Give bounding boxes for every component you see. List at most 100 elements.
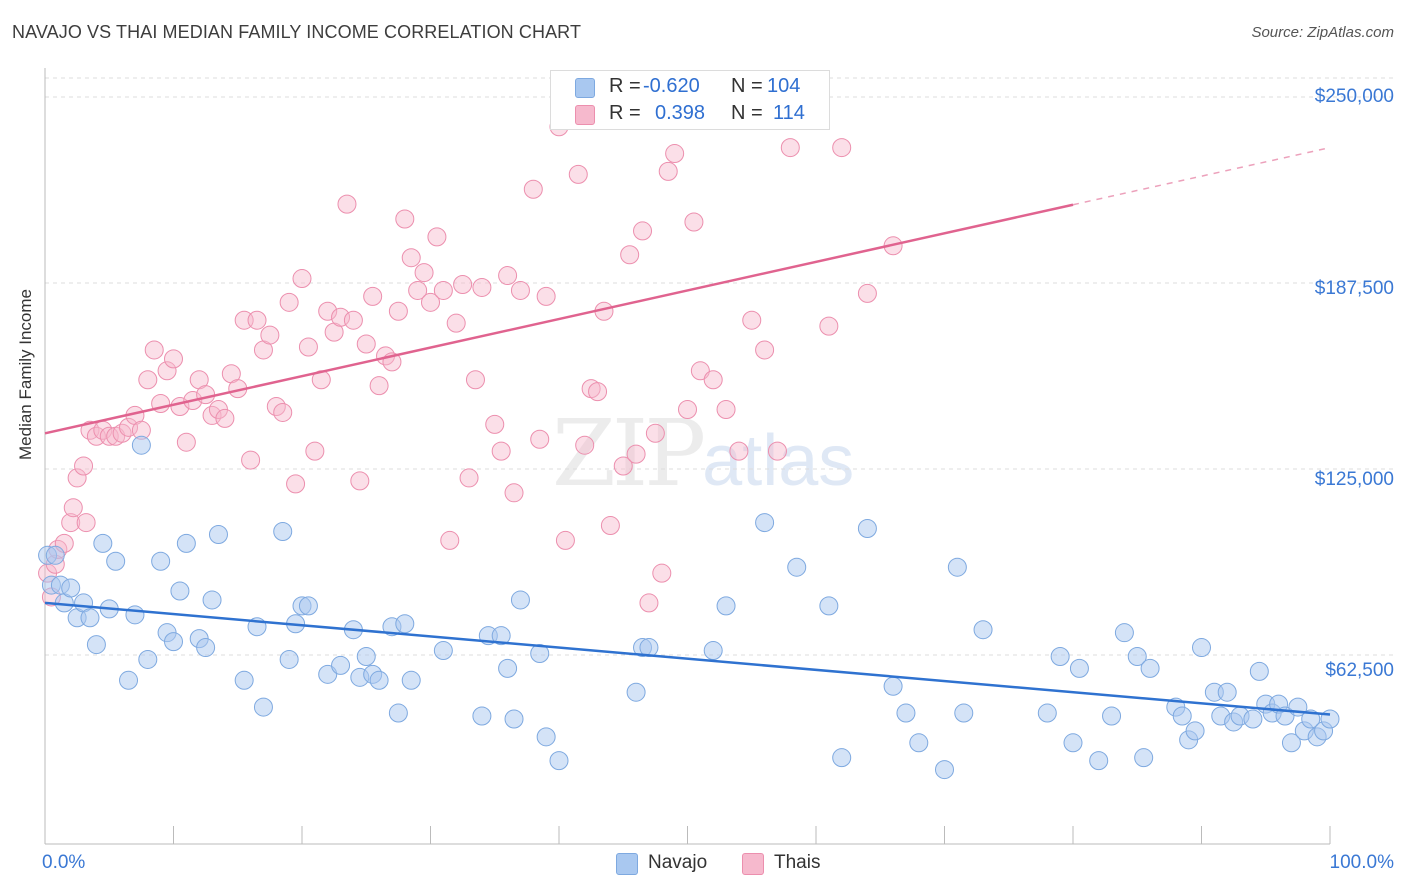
navajo-n-label: N = xyxy=(731,75,763,97)
thai-point-88 xyxy=(600,516,620,536)
navajo-point-35 xyxy=(331,655,351,675)
thai-point-19 xyxy=(138,370,158,390)
x-tick-min: 0.0% xyxy=(42,852,86,873)
thai-point-41 xyxy=(279,292,299,312)
thai-point-63 xyxy=(421,292,440,312)
thai-legend-swatch xyxy=(742,853,764,875)
navajo-point-77 xyxy=(1102,706,1122,726)
thai-point-105 xyxy=(755,340,775,360)
thai-point-43 xyxy=(292,269,312,289)
navajo-point-98 xyxy=(1281,733,1301,753)
navajo-point-89 xyxy=(1217,682,1237,702)
thai-point-58 xyxy=(388,301,408,321)
navajo-point-16 xyxy=(138,649,158,669)
thai-point-108 xyxy=(819,316,839,336)
navajo-point-93 xyxy=(1249,661,1269,681)
navajo-point-61 xyxy=(787,557,807,577)
navajo-point-72 xyxy=(1037,703,1057,723)
thai-point-75 xyxy=(504,483,524,503)
thai-point-109 xyxy=(832,138,852,158)
thai-swatch xyxy=(575,105,595,125)
y-axis-label: Median Family Income xyxy=(16,288,35,460)
thai-point-16 xyxy=(119,417,139,437)
thai-r-value: 0.398 xyxy=(655,102,706,124)
navajo-point-21 xyxy=(176,533,196,553)
thai-point-83 xyxy=(568,164,588,184)
thai-point-40 xyxy=(273,402,293,422)
navajo-point-15 xyxy=(131,435,151,455)
navajo-point-8 xyxy=(80,608,100,628)
y-tick-250000: $250,000 xyxy=(1314,86,1394,107)
navajo-point-64 xyxy=(857,519,877,539)
thai-point-104 xyxy=(742,310,762,330)
navajo-r-value: -0.620 xyxy=(643,75,700,97)
thai-point-69 xyxy=(459,468,479,488)
navajo-point-59 xyxy=(716,596,736,616)
watermark-zip: ZIP xyxy=(552,400,706,507)
thai-point-90 xyxy=(620,245,640,265)
navajo-point-2 xyxy=(45,545,65,565)
navajo-point-20 xyxy=(170,581,190,601)
thai-point-98 xyxy=(678,399,697,419)
thai-n-value: 114 xyxy=(773,102,805,124)
navajo-point-67 xyxy=(909,733,929,753)
navajo-point-28 xyxy=(253,697,273,717)
navajo-point-44 xyxy=(401,670,421,690)
navajo-point-85 xyxy=(1185,721,1205,741)
thai-point-59 xyxy=(395,209,415,229)
thai-point-74 xyxy=(498,266,518,286)
thai-point-81 xyxy=(555,530,575,550)
thai-point-50 xyxy=(337,194,357,214)
thai-point-6 xyxy=(63,498,83,518)
navajo-point-69 xyxy=(947,557,967,577)
navajo-point-55 xyxy=(626,682,646,702)
navajo-point-63 xyxy=(832,748,852,768)
navajo-point-17 xyxy=(151,551,171,571)
navajo-point-12 xyxy=(106,551,126,571)
navajo-point-80 xyxy=(1134,748,1154,768)
thai-point-103 xyxy=(729,441,749,461)
thai-point-84 xyxy=(575,435,595,455)
thai-point-31 xyxy=(215,408,235,428)
thai-point-93 xyxy=(639,593,659,613)
thai-point-86 xyxy=(588,382,608,402)
navajo-point-83 xyxy=(1172,706,1192,726)
thai-point-89 xyxy=(613,456,633,476)
navajo-point-51 xyxy=(510,590,530,610)
navajo-point-30 xyxy=(279,649,299,669)
chart-title: NAVAJO VS THAI MEDIAN FAMILY INCOME CORR… xyxy=(12,22,582,42)
navajo-point-29 xyxy=(273,521,293,541)
thai-point-38 xyxy=(260,325,280,345)
navajo-point-19 xyxy=(164,632,183,652)
thai-point-70 xyxy=(465,370,485,390)
thai-point-71 xyxy=(472,277,492,297)
navajo-point-76 xyxy=(1089,751,1109,771)
navajo-point-46 xyxy=(472,706,492,726)
thai-r-label: R = xyxy=(609,102,641,124)
navajo-point-10 xyxy=(93,533,113,553)
thai-point-42 xyxy=(286,474,306,494)
navajo-point-13 xyxy=(119,670,139,690)
thai-point-99 xyxy=(684,212,704,232)
thai-point-92 xyxy=(633,221,653,241)
thai-point-22 xyxy=(157,361,177,381)
navajo-point-65 xyxy=(883,676,903,696)
navajo-n-value: 104 xyxy=(767,75,801,97)
navajo-point-73 xyxy=(1050,646,1070,666)
thai-point-96 xyxy=(658,161,678,181)
navajo-point-66 xyxy=(896,703,916,723)
watermark: ZIPatlas xyxy=(552,400,854,507)
navajo-point-49 xyxy=(498,658,518,678)
navajo-point-9 xyxy=(86,635,106,655)
thai-point-54 xyxy=(363,286,383,306)
thai-point-8 xyxy=(74,456,94,476)
navajo-point-54 xyxy=(549,751,569,771)
navajo-point-52 xyxy=(530,644,550,664)
thai-point-53 xyxy=(356,334,376,354)
thai-point-65 xyxy=(433,280,453,300)
thai-point-73 xyxy=(491,441,511,461)
navajo-point-43 xyxy=(395,614,415,634)
navajo-point-45 xyxy=(433,641,453,661)
thai-point-51 xyxy=(343,310,363,330)
